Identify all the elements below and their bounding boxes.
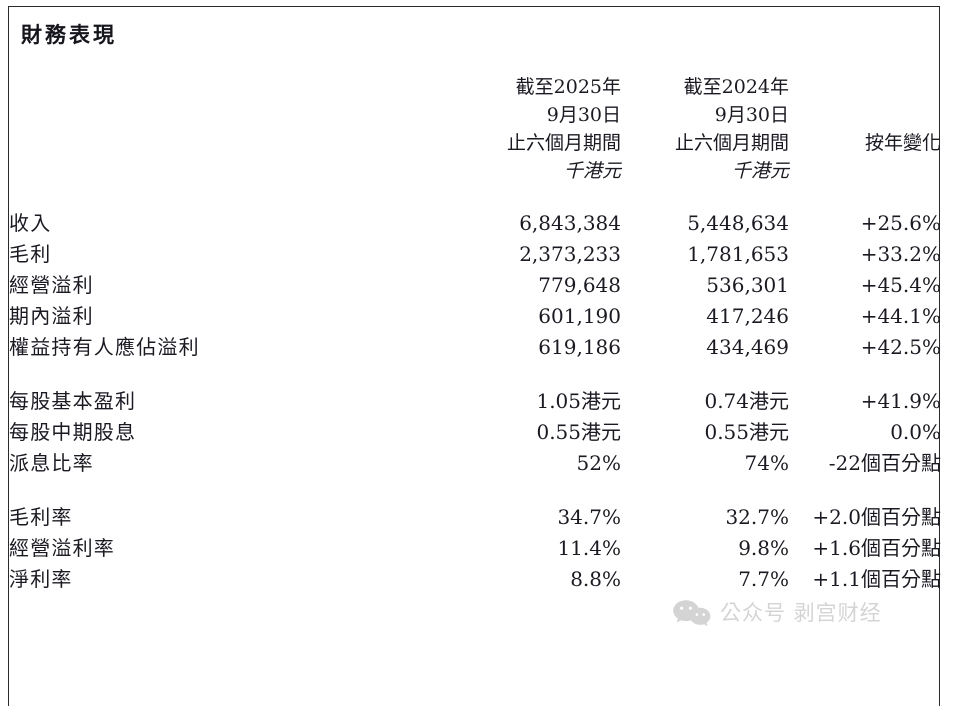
cell-2025: 2,373,233 xyxy=(519,242,621,266)
financial-report-panel: 財務表現 截至2025年 截至2024年 9月30日 9月30日 止六個月期間 … xyxy=(8,6,941,706)
cell-2025: 8.8% xyxy=(570,567,621,591)
header-row-4: 千港元 千港元 xyxy=(9,157,941,185)
group-gap-2 xyxy=(9,479,941,502)
table-row: 派息比率 52% 74% -22個百分點 xyxy=(9,448,941,479)
header-2024-line3: 止六個月期間 xyxy=(674,132,789,154)
table-row: 毛利率 34.7% 32.7% +2.0個百分點 xyxy=(9,502,941,533)
header-2025-unit: 千港元 xyxy=(563,160,621,182)
cell-2024: 536,301 xyxy=(706,273,789,297)
cell-change: +1.6個百分點 xyxy=(812,536,941,560)
header-row-2: 9月30日 9月30日 xyxy=(9,101,941,129)
header-label-blank-4 xyxy=(9,157,461,185)
row-label: 淨利率 xyxy=(9,567,73,591)
header-2024-unit: 千港元 xyxy=(731,160,789,182)
table-row: 經營溢利率 11.4% 9.8% +1.6個百分點 xyxy=(9,533,941,564)
header-label-blank-2 xyxy=(9,101,461,129)
header-gap xyxy=(9,185,941,208)
cell-change: -22個百分點 xyxy=(828,451,941,475)
header-change-line2 xyxy=(789,101,941,129)
cell-2025: 34.7% xyxy=(557,505,621,529)
cell-2024: 32.7% xyxy=(725,505,789,529)
cell-2025: 52% xyxy=(576,451,621,475)
cell-2025: 6,843,384 xyxy=(519,211,621,235)
header-2025-line1: 截至2025年 xyxy=(515,76,621,98)
cell-2024: 0.74港元 xyxy=(704,389,789,413)
cell-change: +2.0個百分點 xyxy=(812,505,941,529)
table-header: 截至2025年 截至2024年 9月30日 9月30日 止六個月期間 止六個月期… xyxy=(9,73,941,208)
cell-change: +25.6% xyxy=(860,211,941,235)
cell-change: +44.1% xyxy=(860,304,941,328)
row-label: 每股中期股息 xyxy=(9,420,137,444)
cell-2025: 0.55港元 xyxy=(536,420,621,444)
header-2024-line1: 截至2024年 xyxy=(683,76,789,98)
header-2025-line3: 止六個月期間 xyxy=(506,132,621,154)
table-row: 收入 6,843,384 5,448,634 +25.6% xyxy=(9,208,941,239)
financial-performance-table: 截至2025年 截至2024年 9月30日 9月30日 止六個月期間 止六個月期… xyxy=(9,73,941,595)
cell-2024: 1,781,653 xyxy=(687,242,789,266)
cell-2025: 601,190 xyxy=(538,304,621,328)
cell-2024: 7.7% xyxy=(738,567,789,591)
cell-2025: 779,648 xyxy=(538,273,621,297)
row-label: 派息比率 xyxy=(9,451,94,475)
header-2025-line2: 9月30日 xyxy=(546,104,621,126)
header-label-blank xyxy=(9,73,461,101)
cell-2024: 417,246 xyxy=(706,304,789,328)
cell-2024: 74% xyxy=(744,451,789,475)
header-2024-line2: 9月30日 xyxy=(714,104,789,126)
cell-2024: 0.55港元 xyxy=(704,420,789,444)
row-label: 毛利率 xyxy=(9,505,73,529)
table-row: 期內溢利 601,190 417,246 +44.1% xyxy=(9,301,941,332)
cell-2024: 434,469 xyxy=(706,335,789,359)
cell-change: +1.1個百分點 xyxy=(812,567,941,591)
cell-change: +42.5% xyxy=(860,335,941,359)
cell-change: +45.4% xyxy=(860,273,941,297)
table-row: 權益持有人應佔溢利 619,186 434,469 +42.5% xyxy=(9,332,941,363)
cell-change: +41.9% xyxy=(860,389,941,413)
table-row: 淨利率 8.8% 7.7% +1.1個百分點 xyxy=(9,564,941,595)
header-change-line3: 按年變化 xyxy=(864,132,941,154)
header-label-blank-3 xyxy=(9,129,461,157)
row-label: 收入 xyxy=(9,211,52,235)
page-title: 財務表現 xyxy=(21,22,117,47)
cell-2025: 1.05港元 xyxy=(536,389,621,413)
cell-2024: 9.8% xyxy=(738,536,789,560)
header-change-unit xyxy=(789,157,941,185)
cell-2025: 11.4% xyxy=(557,536,621,560)
cell-change: +33.2% xyxy=(860,242,941,266)
group-gap xyxy=(9,363,941,386)
table-body: 收入 6,843,384 5,448,634 +25.6% 毛利 2,373,2… xyxy=(9,208,941,595)
table-row: 每股中期股息 0.55港元 0.55港元 0.0% xyxy=(9,417,941,448)
header-row-3: 止六個月期間 止六個月期間 按年變化 xyxy=(9,129,941,157)
table-row: 毛利 2,373,233 1,781,653 +33.2% xyxy=(9,239,941,270)
row-label: 期內溢利 xyxy=(9,304,94,328)
cell-change: 0.0% xyxy=(890,420,941,444)
table-row: 經營溢利 779,648 536,301 +45.4% xyxy=(9,270,941,301)
row-label: 權益持有人應佔溢利 xyxy=(9,335,200,359)
header-row-1: 截至2025年 截至2024年 xyxy=(9,73,941,101)
table-row: 每股基本盈利 1.05港元 0.74港元 +41.9% xyxy=(9,386,941,417)
row-label: 每股基本盈利 xyxy=(9,389,137,413)
cell-2024: 5,448,634 xyxy=(687,211,789,235)
cell-2025: 619,186 xyxy=(538,335,621,359)
row-label: 經營溢利 xyxy=(9,273,94,297)
header-change-line1 xyxy=(789,73,941,101)
row-label: 經營溢利率 xyxy=(9,536,115,560)
row-label: 毛利 xyxy=(9,242,52,266)
